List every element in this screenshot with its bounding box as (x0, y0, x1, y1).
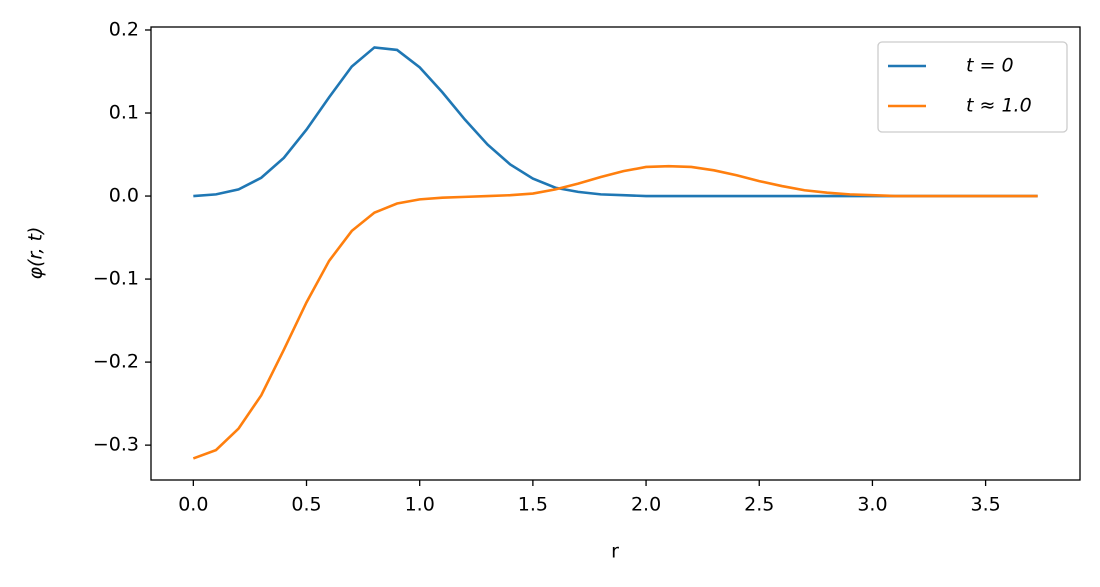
y-tick-label: 0.2 (109, 18, 139, 40)
y-tick-label: −0.3 (93, 434, 139, 456)
y-tick-label: 0.0 (109, 185, 139, 207)
x-tick-label: 0.5 (291, 494, 321, 516)
y-tick-label: 0.1 (109, 102, 139, 124)
legend-label: t ≈ 1.0 (966, 95, 1032, 117)
x-tick-label: 0.0 (178, 494, 208, 516)
x-tick-label: 1.5 (518, 494, 548, 516)
legend-label: t = 0 (966, 55, 1014, 77)
y-tick-label: −0.1 (93, 268, 139, 290)
x-tick-label: 3.0 (857, 494, 887, 516)
x-tick-label: 2.5 (744, 494, 774, 516)
x-tick-label: 2.0 (631, 494, 661, 516)
x-tick-label: 1.0 (405, 494, 435, 516)
plot-frame (150, 26, 1081, 481)
x-axis-label: r (611, 541, 619, 563)
line-series (192, 164, 1038, 460)
y-axis-label: φ(r, t) (25, 227, 47, 280)
legend-box (877, 41, 1068, 133)
y-tick-label: −0.2 (93, 351, 139, 373)
x-tick-label: 3.5 (970, 494, 1000, 516)
